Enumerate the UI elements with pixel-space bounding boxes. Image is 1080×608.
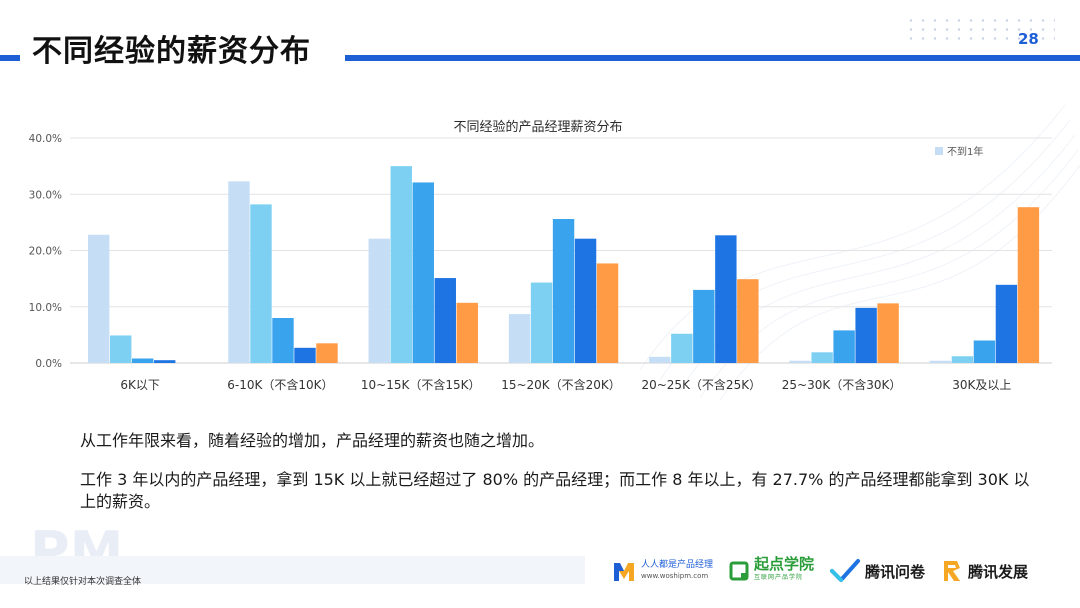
bar: [228, 181, 250, 363]
y-tick-label: 0.0%: [35, 358, 62, 370]
checkmark-icon: [830, 559, 861, 582]
slide-title: 不同经验的薪资分布: [32, 34, 311, 69]
bar: [294, 347, 316, 363]
x-category-label: 20~25K（不含25K）: [641, 377, 761, 392]
y-tick-label: 30.0%: [29, 189, 62, 201]
woshipm-url: www.woshipm.com: [641, 572, 709, 580]
fazhan-name: 腾讯发展: [968, 562, 1029, 581]
fazhan-icon: [944, 561, 961, 581]
bar: [88, 234, 110, 363]
title-underline: [345, 55, 1080, 61]
bar: [737, 279, 759, 363]
bar: [671, 333, 693, 363]
title-accent-left: [0, 55, 20, 61]
footnote: 以上结果仅针对本次调查全体: [24, 577, 142, 587]
bar: [693, 289, 715, 363]
summary-text: 从工作年限来看，随着经验的增加，产品经理的薪资也随之增加。: [80, 431, 545, 450]
page-number: 28: [1018, 30, 1039, 48]
y-tick-label: 20.0%: [29, 246, 62, 258]
bar: [434, 278, 456, 363]
bar: [508, 314, 531, 363]
detail-text: 工作 3 年以内的产品经理，拿到 15K 以上就已经超过了 80% 的产品经理；…: [80, 470, 1030, 511]
bar: [250, 204, 272, 363]
dot-pattern: [905, 16, 1055, 42]
woshipm-icon: [614, 563, 634, 581]
bar: [877, 303, 899, 363]
bar: [390, 166, 412, 363]
bar: [132, 358, 154, 363]
bar: [929, 360, 952, 363]
bar: [833, 330, 855, 363]
x-category-label: 15~20K（不含20K）: [501, 377, 621, 392]
bar: [649, 356, 671, 363]
x-category-label: 25~30K（不含30K）: [782, 377, 902, 392]
partner-logos: 人人都是产品经理 www.woshipm.com 起点学院 互联网产品学院 腾讯…: [612, 552, 1028, 590]
bar: [973, 340, 996, 363]
qidian-name: 起点学院: [754, 555, 815, 573]
footer-band: [0, 556, 585, 584]
bar: [552, 219, 575, 363]
wenjuan-name: 腾讯问卷: [865, 562, 926, 581]
bar: [456, 302, 478, 363]
bar: [715, 235, 737, 363]
x-category-label: 30K及以上: [952, 378, 1011, 392]
bar: [154, 360, 176, 363]
bar: [596, 263, 619, 363]
chart-legend: 不到1年: [935, 145, 983, 158]
x-category-label: 6-10K（不含10K）: [227, 377, 333, 392]
bar: [1017, 207, 1040, 363]
tencent-fazhan-logo: 腾讯发展: [941, 558, 1028, 584]
bar: [272, 318, 294, 363]
legend-swatch: [935, 147, 943, 155]
y-tick-label: 10.0%: [29, 302, 62, 314]
x-category-label: 10~15K（不含15K）: [361, 377, 481, 392]
bar: [789, 360, 811, 363]
x-category-label: 6K以下: [120, 378, 160, 392]
bar: [995, 284, 1018, 363]
bar: [855, 307, 877, 363]
chart-title: 不同经验的产品经理薪资分布: [453, 119, 622, 135]
qidian-subtitle: 互联网产品学院: [754, 574, 804, 581]
qidian-logo: 起点学院 互联网产品学院: [729, 555, 815, 584]
woshipm-name: 人人都是产品经理: [641, 560, 714, 570]
bar: [811, 352, 833, 363]
bar: [574, 238, 597, 363]
qidian-icon: [729, 561, 749, 581]
woshipm-logo: 人人都是产品经理 www.woshipm.com: [612, 559, 713, 583]
bar: [530, 282, 553, 363]
bar: [110, 335, 132, 363]
tencent-wenjuan-logo: 腾讯问卷: [830, 558, 925, 584]
bar: [316, 343, 338, 363]
bar: [368, 238, 390, 363]
legend-label: 不到1年: [947, 145, 983, 158]
bar: [412, 182, 434, 363]
y-tick-label: 40.0%: [29, 133, 62, 145]
bar: [951, 356, 974, 363]
salary-distribution-chart: 不同经验的产品经理薪资分布 0.0% 10.0% 20.0% 30.0% 40.0% 6K…: [29, 119, 1052, 392]
